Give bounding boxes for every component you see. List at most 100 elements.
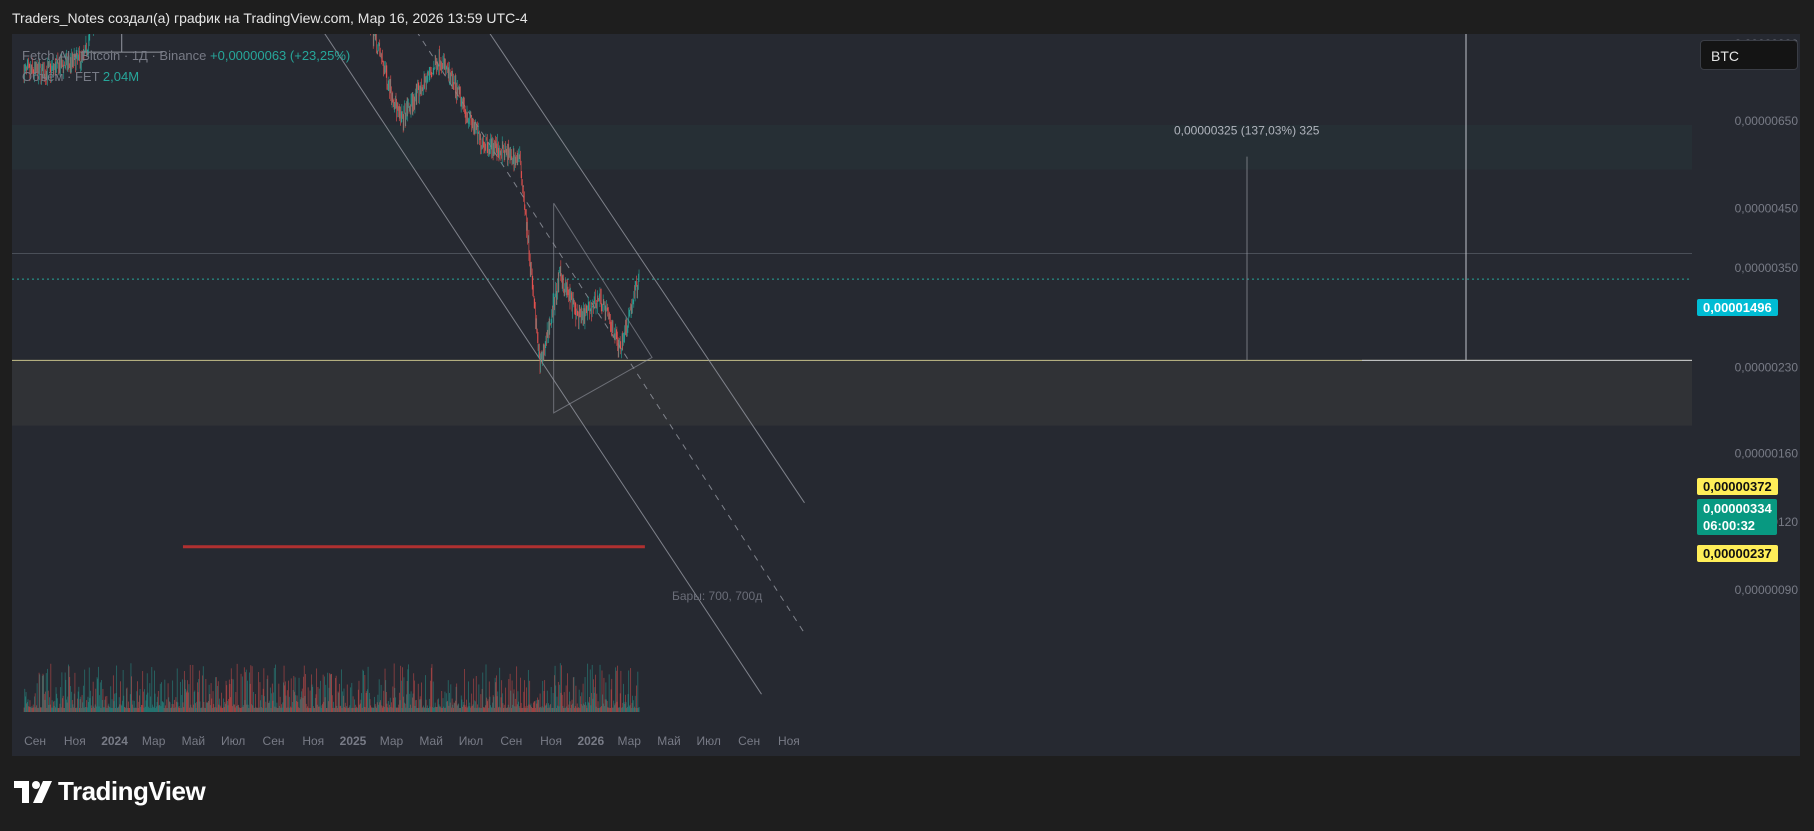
volume-bar: [371, 707, 373, 712]
volume-bar: [78, 686, 80, 712]
volume-bar: [602, 703, 604, 712]
volume-bar: [326, 707, 328, 712]
volume-bar: [498, 706, 500, 712]
volume-bar: [321, 705, 323, 712]
volume-bar: [353, 707, 355, 712]
brand-logo[interactable]: TradingView: [14, 776, 206, 807]
volume-bar: [416, 707, 418, 712]
volume-bar: [295, 695, 297, 712]
volume-bar: [122, 700, 123, 712]
volume-bar: [218, 704, 220, 712]
volume-bar: [356, 707, 358, 712]
volume-bar: [437, 699, 439, 712]
legend-volume-label[interactable]: Объём · FET: [22, 69, 100, 84]
volume-bar: [602, 694, 604, 712]
volume-bar: [114, 707, 116, 712]
volume-bar: [221, 707, 223, 712]
volume-bar: [47, 690, 49, 712]
volume-bar: [75, 707, 77, 712]
volume-bar: [279, 705, 280, 712]
volume-bar: [456, 705, 458, 712]
volume-bar: [352, 696, 354, 712]
volume-bar: [88, 702, 89, 712]
volume-bar: [511, 680, 513, 712]
volume-bar: [193, 691, 195, 712]
volume-bar: [450, 684, 452, 712]
volume-bar: [116, 665, 118, 712]
volume-bar: [249, 672, 250, 712]
volume-bar: [228, 698, 230, 712]
volume-bar: [187, 692, 189, 712]
volume-bar: [226, 700, 228, 712]
volume-bar: [573, 677, 575, 712]
volume-bar: [520, 677, 521, 712]
volume-bar: [185, 692, 187, 712]
volume-bar: [237, 705, 239, 712]
mid-zone: [12, 124, 1692, 170]
volume-bar: [539, 707, 540, 712]
volume-bar: [391, 707, 393, 712]
volume-bar: [447, 700, 448, 712]
volume-bar: [354, 699, 355, 712]
volume-bar: [325, 684, 327, 712]
volume-bar: [223, 707, 225, 712]
volume-bar: [148, 707, 150, 712]
volume-bar: [611, 678, 613, 712]
volume-bar: [273, 667, 275, 712]
volume-bar: [252, 705, 254, 712]
volume-bar: [592, 698, 594, 712]
volume-bar: [605, 682, 607, 712]
volume-bar: [185, 688, 187, 712]
volume-bar: [552, 707, 553, 712]
volume-bar: [630, 668, 632, 712]
volume-bar: [418, 707, 420, 712]
volume-bar: [151, 667, 153, 712]
volume-bar: [637, 671, 639, 712]
volume-bar: [496, 696, 498, 712]
volume-bar: [333, 707, 335, 712]
compare-symbol-button[interactable]: BTC: [1700, 40, 1798, 70]
volume-bar: [519, 707, 521, 712]
volume-bar: [344, 707, 346, 712]
bar-countdown: 06:00:32: [1703, 518, 1756, 533]
volume-bar: [389, 697, 391, 712]
volume-bar: [375, 706, 377, 712]
volume-bar: [236, 663, 238, 712]
volume-bar: [69, 677, 71, 712]
volume-bar: [404, 702, 405, 712]
volume-bar: [124, 707, 126, 712]
volume-bar: [619, 693, 621, 712]
volume-bar: [139, 695, 140, 712]
volume-bar: [626, 706, 628, 712]
legend-symbol[interactable]: Fetch.AI / Bitcoin · 1Д · Binance: [22, 48, 207, 63]
volume-bar: [630, 707, 632, 712]
volume-bar: [472, 704, 474, 712]
volume-bar: [195, 703, 196, 712]
volume-bar: [477, 707, 479, 712]
volume-bar: [473, 700, 475, 712]
volume-bar: [61, 672, 63, 712]
volume-bar: [610, 707, 611, 712]
volume-bar: [529, 680, 531, 712]
volume-bar: [129, 694, 131, 712]
volume-bar: [350, 687, 351, 712]
volume-bar: [581, 692, 583, 712]
volume-bar: [514, 698, 516, 712]
volume-bar: [496, 675, 497, 712]
volume-bar: [386, 703, 388, 712]
volume-bar: [533, 702, 534, 712]
volume-bar: [467, 706, 469, 712]
volume-bar: [43, 693, 45, 712]
volume-bar: [495, 682, 497, 712]
time-axis-label: Мар: [142, 734, 166, 748]
volume-bar: [155, 707, 157, 712]
volume-bar: [400, 665, 402, 712]
volume-bar: [634, 706, 635, 712]
volume-bar: [571, 699, 573, 712]
volume-bar: [376, 702, 378, 712]
volume-bar: [23, 707, 25, 712]
volume-bar: [521, 707, 523, 712]
volume-bar: [243, 667, 245, 712]
